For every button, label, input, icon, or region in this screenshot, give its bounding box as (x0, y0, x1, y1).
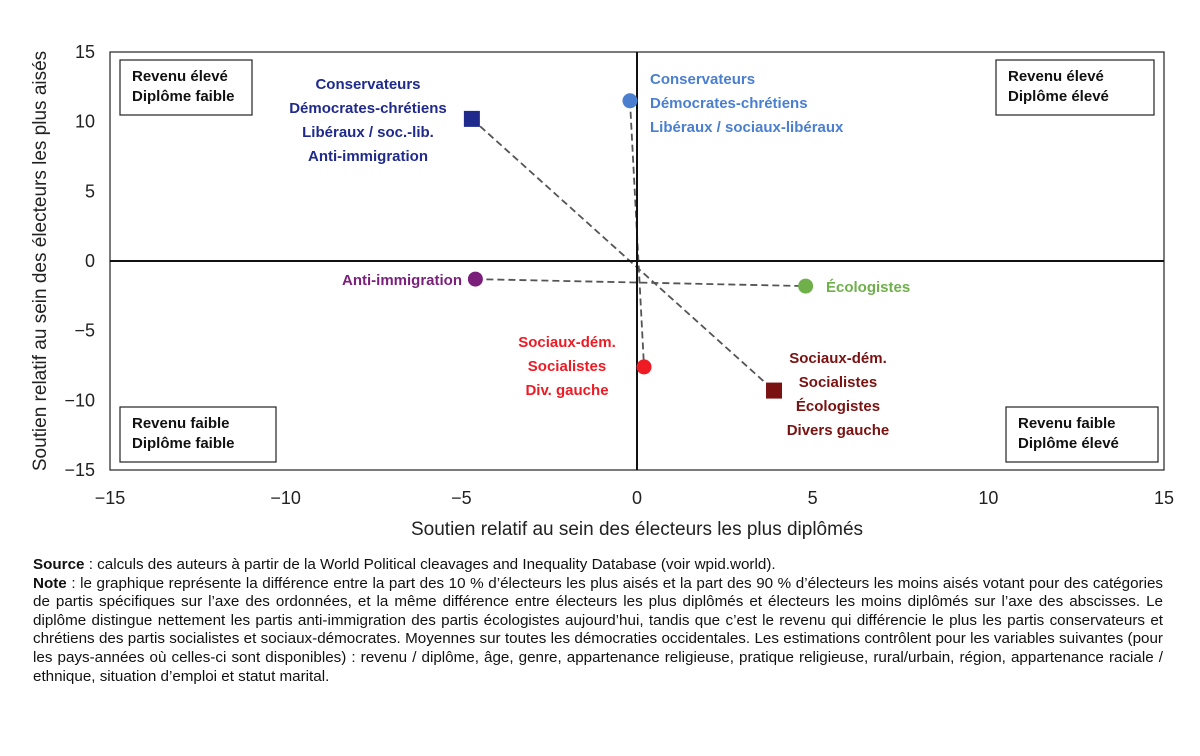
quadrant-box (119, 406, 277, 463)
notes-block: Source : calculs des auteurs à partir de… (33, 556, 1163, 686)
annotation-droite-square: Conservateurs Démocrates-chrétiens Libérau… (289, 76, 447, 165)
annotation-gauche-square: Sociaux-dém. Socialistes Écologistes Divers… (787, 350, 890, 439)
y-tick-labels: 15 10 5 0 −5 −10 −15 (64, 42, 95, 480)
annotation-gauche-circle: Sociaux-dém. Socialistes Div. gauche (518, 334, 616, 399)
annotation-line: Anti-immigration (308, 148, 428, 165)
y-tick-label: 5 (85, 181, 95, 201)
quadrant-label-line: Revenu faible (132, 415, 230, 432)
x-tick-label: 5 (808, 488, 818, 508)
annotation-anti-immigration: Anti-immigration (342, 272, 462, 289)
annotation-line: Sociaux-dém. (518, 334, 616, 351)
y-tick-label: 0 (85, 251, 95, 271)
point-marker-droite-square (463, 110, 480, 127)
quadrant-label-line: Diplôme élevé (1018, 435, 1119, 452)
note-text: : le graphique représente la différence … (33, 574, 1163, 685)
scatter-chart: −15 −10 −5 0 5 10 15 15 10 5 0 −5 −10 −15 Revenu éle… (30, 42, 1174, 540)
quadrant-label-line: Revenu élevé (1008, 68, 1104, 85)
source-line: Source : calculs des auteurs à partir de… (33, 556, 1163, 575)
annotation-line: Sociaux-dém. (789, 350, 887, 367)
x-tick-label: 10 (978, 488, 998, 508)
quadrant-labels: Revenu élevé Diplôme faible Revenu élevé Di… (119, 59, 1159, 463)
annotation-line: Démocrates-chrétiens (289, 100, 447, 117)
point-marker-anti-immigration (467, 271, 483, 287)
annotation-line: Libéraux / soc.-lib. (302, 124, 434, 141)
x-tick-label: 0 (632, 488, 642, 508)
connector-line (475, 278, 806, 287)
y-tick-label: −5 (74, 321, 95, 341)
annotation-line: Démocrates-chrétiens (650, 95, 808, 112)
annotation-ecologistes: Écologistes (826, 279, 910, 296)
x-axis-label: Soutien relatif au sein des électeurs le… (411, 519, 863, 540)
annotation-line: Div. gauche (525, 382, 608, 399)
annotation-line: Socialistes (528, 358, 606, 375)
quadrant-label-bottom-right: Revenu faible Diplôme élevé (1005, 406, 1159, 463)
x-tick-label: −15 (95, 488, 126, 508)
annotation-line: Écologistes (826, 279, 910, 296)
annotation-line: Libéraux / sociaux-libéraux (650, 119, 844, 136)
note-label: Note (33, 574, 67, 592)
quadrant-box (119, 59, 253, 116)
quadrant-label-line: Diplôme faible (132, 435, 235, 452)
quadrant-label-top-left: Revenu élevé Diplôme faible (119, 59, 253, 116)
annotation-line: Socialistes (799, 374, 877, 391)
quadrant-label-line: Diplôme élevé (1008, 88, 1109, 105)
note-paragraph: Note : le graphique représente la différ… (33, 575, 1163, 687)
quadrant-label-line: Diplôme faible (132, 88, 235, 105)
y-tick-label: 15 (75, 42, 95, 62)
y-tick-label: −10 (64, 390, 95, 410)
y-tick-label: 10 (75, 112, 95, 132)
quadrant-label-line: Revenu élevé (132, 68, 228, 85)
x-tick-labels: −15 −10 −5 0 5 10 15 (95, 488, 1174, 508)
point-marker-gauche-square (766, 382, 783, 399)
y-tick-label: −15 (64, 460, 95, 480)
annotation-droite-circle: Conservateurs Démocrates-chrétiens Libérau… (650, 71, 844, 136)
quadrant-label-top-right: Revenu élevé Diplôme élevé (995, 59, 1155, 116)
data-points (463, 93, 814, 399)
annotation-line: Conservateurs (315, 76, 420, 93)
annotation-line: Anti-immigration (342, 272, 462, 289)
x-tick-label: 15 (1154, 488, 1174, 508)
quadrant-box (995, 59, 1155, 116)
point-marker-ecologistes (798, 278, 814, 294)
point-annotations: Conservateurs Démocrates-chrétiens Libérau… (289, 71, 910, 439)
quadrant-label-line: Revenu faible (1018, 415, 1116, 432)
source-label: Source (33, 556, 85, 573)
annotation-line: Divers gauche (787, 422, 890, 439)
annotation-line: Écologistes (796, 398, 880, 415)
connector-line (471, 118, 775, 392)
annotation-line: Conservateurs (650, 71, 755, 88)
x-tick-label: −10 (270, 488, 301, 508)
point-marker-gauche-circle (636, 359, 652, 375)
quadrant-label-bottom-left: Revenu faible Diplôme faible (119, 406, 277, 463)
source-text: : calculs des auteurs à partir de la Wor… (84, 556, 776, 573)
quadrant-box (1005, 406, 1159, 463)
point-marker-droite-circle (622, 93, 638, 109)
x-tick-label: −5 (451, 488, 472, 508)
y-axis-label: Soutien relatif au sein des électeurs le… (30, 51, 51, 471)
